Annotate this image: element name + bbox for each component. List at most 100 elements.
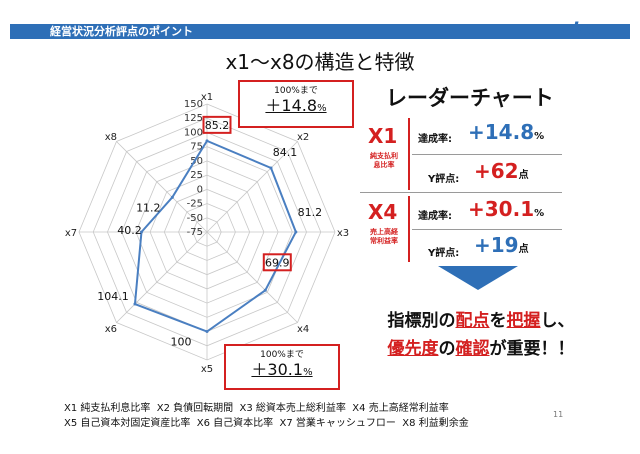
panel-x4-y-unit: 点	[518, 244, 529, 255]
tick-label: 125	[184, 113, 203, 124]
conclusion-text-h: 確認	[455, 339, 490, 359]
axis-label: x1	[201, 92, 213, 103]
tick-label: -50	[187, 213, 203, 224]
tick-label: -75	[187, 227, 203, 238]
panel-x1-rate-value: +14.8%	[468, 120, 544, 144]
slide-title: x1～x8の構造と特徴	[225, 50, 415, 74]
data-label: 85.2	[205, 119, 230, 132]
data-label-highlight	[202, 115, 232, 134]
tick-label: 150	[184, 99, 203, 110]
panel-x4-sub2: 常利益率	[370, 237, 398, 245]
panel-divider-x4	[408, 196, 410, 262]
panel-x4-rate-number: +30.1	[468, 197, 535, 221]
conclusion-text-e: し、	[540, 311, 575, 331]
panel-rule-mid	[360, 192, 562, 193]
data-label: 40.2	[117, 224, 141, 237]
header-title: 経営状況分析評点のポイント	[50, 25, 193, 38]
data-label: 100	[171, 336, 192, 349]
data-label: 104.1	[97, 290, 129, 303]
panel-heading: レーダーチャート	[386, 86, 554, 110]
panel-x1-y-label: Y評点:	[428, 174, 460, 185]
page-number: 11	[553, 410, 564, 419]
series-point	[133, 302, 137, 306]
panel-x1-rate-number: +14.8	[468, 120, 535, 144]
panel-x4-y-value: +19点	[474, 233, 529, 257]
panel-x1-sub: 純支払利 息比率	[362, 152, 406, 170]
panel-x1-sub1: 純支払利	[370, 152, 398, 160]
grid-spoke	[116, 231, 208, 323]
series-line	[133, 139, 297, 333]
series-point	[170, 195, 174, 199]
callout-x4-small: 100%まで	[260, 350, 304, 360]
panel-x4-rate-unit: %	[534, 208, 545, 219]
legend-item: X1 純支払利息比率	[64, 403, 151, 414]
legend-item: X4 売上高経常利益率	[352, 403, 449, 414]
axis-label: x2	[297, 132, 309, 143]
legend-item: X7 営業キャッシュフロー	[279, 418, 396, 429]
series-point	[139, 230, 143, 234]
axis-label: x6	[105, 324, 117, 335]
callout-x1-small: 100%まで	[274, 86, 318, 96]
panel-x4-sub1: 売上高経	[370, 228, 398, 236]
conclusion-line1: 指標別の配点を把握し、	[346, 306, 616, 331]
panel-x4-sub: 売上高経 常利益率	[362, 228, 406, 246]
grid-spoke	[206, 231, 298, 323]
panel-x1-y-value: +62点	[474, 159, 529, 183]
conclusion-line2: 優先度の確認が重要！！	[346, 334, 616, 359]
panel-x1-rate-label: 達成率:	[418, 134, 452, 145]
conclusion-text-i: が重要！！	[489, 339, 575, 359]
series-point	[205, 330, 209, 334]
axis-label: x3	[337, 228, 349, 239]
panel-x1-label: X1	[368, 124, 398, 148]
header-band	[10, 24, 630, 39]
axis-label: x5	[201, 364, 213, 375]
panel-x4-y-number: +19	[474, 233, 519, 257]
panel-x4-y-label: Y評点:	[428, 248, 460, 259]
tick-label: 50	[190, 156, 203, 167]
axis-label: x4	[297, 324, 309, 335]
legend-item: X2 負債回転期間	[156, 403, 234, 414]
tick-label: 100	[184, 127, 203, 138]
data-label: 69.9	[265, 256, 290, 269]
grid-spoke	[116, 141, 208, 233]
panel-rule-x1	[412, 154, 562, 155]
tick-label: 25	[190, 170, 203, 181]
legend-item: X3 総資本売上総利益率	[239, 403, 346, 414]
panel-x4-label: X4	[368, 200, 398, 224]
callout-x4: 100%まで ＋30.1%	[224, 344, 340, 390]
legend-item: X8 利益剰余金	[402, 418, 469, 429]
data-label: 84.1	[273, 146, 298, 159]
series-point	[205, 139, 209, 143]
axis-label: x8	[105, 132, 117, 143]
legend-row-1: X1 純支払利息比率 X2 負債回転期間 X3 総資本売上総利益率 X4 売上高…	[64, 399, 449, 414]
panel-x1-y-number: +62	[474, 159, 519, 183]
panel-x1-sub2: 息比率	[373, 161, 395, 169]
panel-x1-y-unit: 点	[518, 170, 529, 181]
callout-x4-unit: %	[303, 367, 313, 378]
down-arrow-icon	[438, 266, 518, 290]
callout-x1: 100%まで ＋14.8%	[238, 80, 354, 128]
conclusion-text-d: 把握	[506, 311, 541, 331]
data-label: 81.2	[298, 206, 323, 219]
callout-x4-big: ＋30.1	[251, 360, 304, 379]
legend-item: X5 自己資本対固定資産比率	[64, 418, 191, 429]
conclusion-text-a: 指標別の	[387, 311, 456, 331]
series-point	[294, 230, 298, 234]
panel-x4-rate-value: +30.1%	[468, 197, 544, 221]
conclusion-text-f: 優先度	[387, 339, 439, 359]
callout-x1-big: ＋14.8	[265, 96, 318, 115]
axis-label: x7	[65, 228, 77, 239]
tick-label: 75	[190, 142, 203, 153]
brand-logo: wise	[556, 19, 600, 40]
panel-x1-rate-unit: %	[534, 131, 545, 142]
conclusion-text-c: を	[489, 311, 507, 331]
series-point	[263, 288, 267, 292]
panel-rule-x4	[412, 229, 562, 230]
conclusion-text-g: の	[438, 339, 456, 359]
series-point	[269, 166, 273, 170]
grid-spoke	[206, 141, 298, 233]
tick-label: -25	[187, 199, 203, 210]
conclusion-text-b: 配点	[455, 311, 490, 331]
legend-row-2: X5 自己資本対固定資産比率 X6 自己資本比率 X7 営業キャッシュフロー X…	[64, 414, 469, 429]
